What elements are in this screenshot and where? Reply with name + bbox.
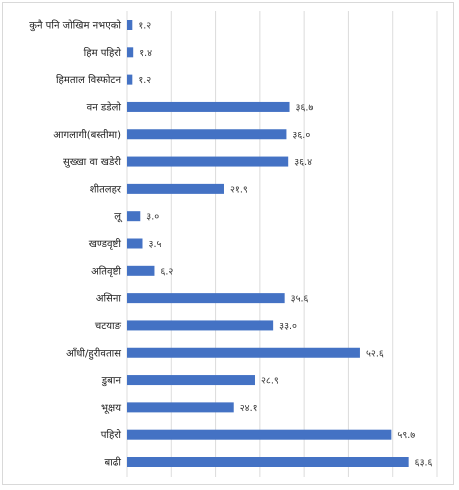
bar — [127, 457, 409, 467]
bar — [127, 293, 285, 304]
category-label: बाढी — [104, 457, 121, 469]
data-label: ३५.६ — [291, 294, 309, 305]
bar — [127, 101, 290, 112]
category-label: हिमताल विस्फोटन — [56, 74, 122, 86]
data-label: ६.२ — [160, 266, 173, 277]
data-label: ३.० — [146, 212, 159, 223]
bar — [127, 74, 133, 85]
category-label: चटयाङ — [95, 321, 122, 332]
data-label: ३६.४ — [294, 157, 312, 168]
category-label: सुख्खा वा खडेरी — [63, 156, 121, 168]
bar — [127, 156, 289, 167]
data-label: १.२ — [138, 21, 151, 32]
bar — [127, 238, 143, 249]
data-label: २४.१ — [240, 403, 258, 414]
category-label: कुनै पनि जोखिम नभएको — [29, 20, 121, 32]
category-label: हिम पहिरो — [84, 47, 122, 59]
category-label: आँधी/हुरीवतास — [66, 347, 121, 360]
bar — [127, 429, 392, 440]
bar — [127, 183, 224, 194]
data-label: २८.९ — [261, 376, 279, 387]
bar-chart: कुनै पनि जोखिम नभएको १.२ हिम पहिरो १.४ हिमता… — [29, 11, 438, 477]
data-label: ३६.७ — [296, 102, 314, 113]
category-label: खण्डवृष्टी — [89, 238, 122, 250]
data-label: ३.५ — [149, 239, 162, 250]
chart-frame: कुनै पनि जोखिम नभएको १.२ हिम पहिरो १.४ हिमता… — [2, 2, 454, 485]
bar — [127, 375, 255, 386]
data-label: २१.९ — [230, 184, 248, 195]
category-label: वन डडेलो — [87, 101, 122, 113]
category-label: भूक्षय — [101, 403, 121, 414]
category-label: शीतलहर — [90, 183, 122, 195]
category-label: डुबान — [101, 376, 122, 387]
data-label: ५२.६ — [366, 348, 384, 359]
data-label: १.२ — [138, 75, 151, 86]
bar — [127, 129, 287, 140]
bar — [127, 347, 360, 358]
category-label: पहिरो — [101, 429, 122, 441]
bar — [127, 20, 133, 30]
data-label: १.४ — [139, 48, 152, 59]
data-label: ३३.० — [279, 321, 297, 332]
data-label: ६३.६ — [415, 458, 433, 469]
category-label: लू — [114, 212, 123, 223]
bar — [127, 211, 141, 222]
category-label: आगलागी(बस्तीमा) — [53, 129, 121, 141]
bar — [127, 402, 234, 413]
bar — [127, 320, 274, 331]
bar — [127, 47, 134, 58]
category-label: असिना — [96, 293, 122, 305]
bar — [127, 265, 155, 276]
category-label: अतिवृष्टी — [91, 265, 121, 277]
data-label: ५९.७ — [397, 430, 415, 441]
data-label: ३६.० — [292, 130, 310, 141]
